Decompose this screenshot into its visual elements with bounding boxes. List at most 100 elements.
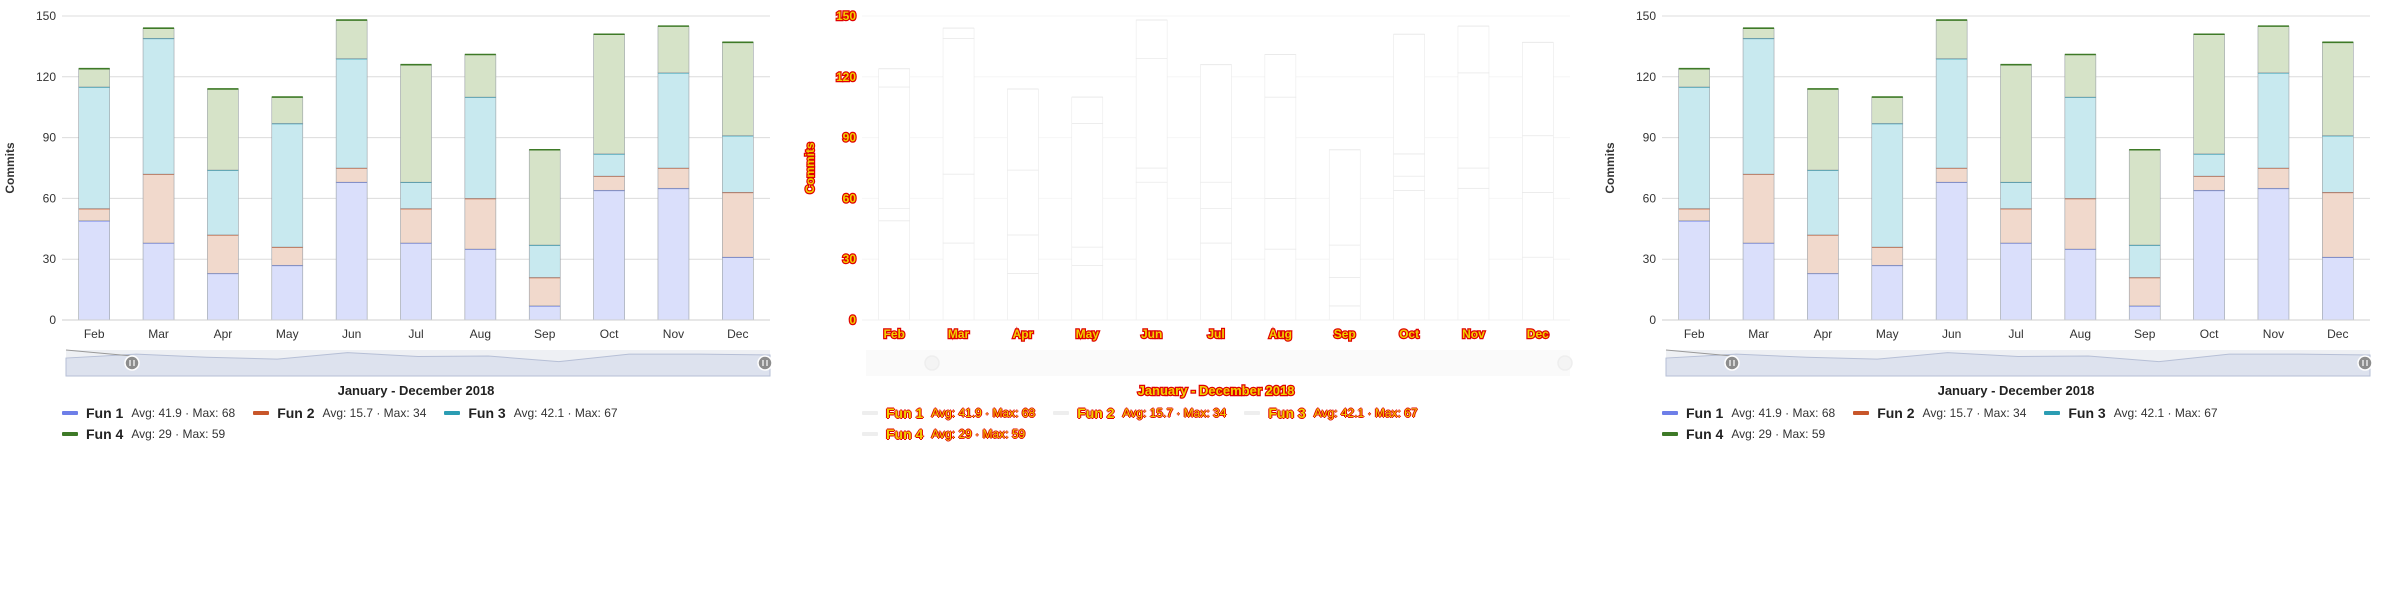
bar-segment[interactable] [1264, 96, 1297, 199]
bar-segment[interactable] [593, 33, 625, 155]
bar-segment[interactable] [593, 189, 625, 321]
bar-segment[interactable] [1200, 208, 1232, 244]
bar-segment[interactable] [2257, 25, 2290, 74]
bar-segment[interactable] [142, 37, 175, 175]
bar-segment[interactable] [1678, 220, 1710, 321]
bar-segment[interactable] [78, 220, 110, 321]
bar-segment[interactable] [528, 277, 561, 307]
legend-item[interactable]: Fun 4 Avg: 29 · Max: 59 [862, 426, 1025, 442]
navigator-handle[interactable] [1557, 355, 1573, 371]
bar-segment[interactable] [2257, 72, 2290, 169]
legend-item[interactable]: Fun 1 Avg: 41.9 · Max: 68 [1662, 405, 1835, 421]
bar-segment[interactable] [528, 305, 561, 321]
bar-segment[interactable] [1871, 96, 1904, 124]
navigator-handle[interactable] [2357, 355, 2373, 371]
bar-segment[interactable] [2000, 242, 2032, 321]
bar-segment[interactable] [1742, 27, 1775, 39]
bar-segment[interactable] [142, 27, 175, 39]
bar-segment[interactable] [528, 149, 561, 246]
bar-segment[interactable] [2322, 42, 2354, 136]
bar-segment[interactable] [1328, 244, 1361, 278]
bar-segment[interactable] [722, 256, 754, 321]
bar-segment[interactable] [1678, 208, 1710, 221]
bar-segment[interactable] [1807, 169, 1839, 236]
bar-segment[interactable] [2128, 244, 2161, 278]
bar-segment[interactable] [2193, 189, 2225, 321]
bar-segment[interactable] [271, 123, 304, 248]
bar-segment[interactable] [1742, 37, 1775, 175]
bar-segment[interactable] [2322, 192, 2354, 258]
bar-segment[interactable] [2128, 149, 2161, 246]
bar-segment[interactable] [878, 68, 910, 88]
bar-segment[interactable] [2193, 175, 2225, 191]
bar-segment[interactable] [1135, 181, 1168, 321]
legend-item[interactable]: Fun 2 Avg: 15.7 · Max: 34 [1053, 405, 1226, 421]
bar-segment[interactable] [271, 96, 304, 124]
bar-segment[interactable] [78, 86, 110, 209]
bar-segment[interactable] [1522, 192, 1554, 258]
navigator-handle[interactable] [757, 355, 773, 371]
legend-item[interactable]: Fun 3 Avg: 42.1 · Max: 67 [1244, 405, 1418, 421]
bar-segment[interactable] [335, 181, 368, 321]
bar-segment[interactable] [2000, 208, 2032, 244]
bar-segment[interactable] [657, 72, 690, 169]
legend-item[interactable]: Fun 3 Avg: 42.1 · Max: 67 [2044, 405, 2218, 421]
bar-segment[interactable] [942, 242, 975, 321]
bar-segment[interactable] [722, 192, 754, 258]
bar-segment[interactable] [1328, 149, 1361, 246]
bar-segment[interactable] [2128, 305, 2161, 321]
bar-segment[interactable] [400, 242, 432, 321]
bar-segment[interactable] [1393, 33, 1425, 155]
bar-segment[interactable] [1071, 123, 1104, 248]
bar-segment[interactable] [942, 27, 975, 39]
bar-segment[interactable] [722, 135, 754, 193]
bar-segment[interactable] [1328, 305, 1361, 321]
bar-segment[interactable] [1200, 181, 1232, 209]
legend-item[interactable]: Fun 4 Avg: 29 · Max: 59 [1662, 426, 1825, 442]
bar-segment[interactable] [1807, 88, 1839, 171]
bar-segment[interactable] [1135, 167, 1168, 183]
bar-segment[interactable] [2128, 277, 2161, 307]
bar-segment[interactable] [878, 86, 910, 209]
bar-segment[interactable] [142, 242, 175, 321]
bar-segment[interactable] [1200, 64, 1232, 183]
legend-item[interactable]: Fun 2 Avg: 15.7 · Max: 34 [253, 405, 426, 421]
bar-segment[interactable] [1264, 248, 1297, 321]
bar-segment[interactable] [78, 68, 110, 88]
bar-segment[interactable] [1742, 173, 1775, 244]
bar-segment[interactable] [142, 173, 175, 244]
bar-segment[interactable] [878, 220, 910, 321]
bar-segment[interactable] [1264, 54, 1297, 98]
legend-item[interactable]: Fun 1 Avg: 41.9 · Max: 68 [862, 405, 1035, 421]
bar-segment[interactable] [2322, 256, 2354, 321]
bar-segment[interactable] [1807, 234, 1839, 274]
bar-segment[interactable] [593, 153, 625, 177]
bar-segment[interactable] [2322, 135, 2354, 193]
bar-segment[interactable] [400, 208, 432, 244]
bar-segment[interactable] [1522, 135, 1554, 193]
bar-segment[interactable] [2000, 181, 2032, 209]
navigator-handle[interactable] [924, 355, 940, 371]
bar-segment[interactable] [528, 244, 561, 278]
bar-segment[interactable] [335, 19, 368, 59]
bar-segment[interactable] [1200, 242, 1232, 321]
navigator-handle[interactable] [1724, 355, 1740, 371]
bar-segment[interactable] [593, 175, 625, 191]
bar-segment[interactable] [1935, 181, 1968, 321]
bar-segment[interactable] [207, 273, 239, 321]
bar-segment[interactable] [1457, 187, 1490, 321]
bar-segment[interactable] [464, 248, 497, 321]
bar-segment[interactable] [1871, 123, 1904, 248]
legend-item[interactable]: Fun 2 Avg: 15.7 · Max: 34 [1853, 405, 2026, 421]
bar-segment[interactable] [1393, 189, 1425, 321]
bar-segment[interactable] [1935, 167, 1968, 183]
bar-segment[interactable] [1135, 58, 1168, 169]
bar-segment[interactable] [271, 264, 304, 321]
bar-segment[interactable] [1935, 58, 1968, 169]
bar-segment[interactable] [1007, 234, 1039, 274]
bar-segment[interactable] [400, 64, 432, 183]
bar-segment[interactable] [207, 88, 239, 171]
bar-segment[interactable] [657, 187, 690, 321]
bar-segment[interactable] [464, 54, 497, 98]
bar-segment[interactable] [1264, 198, 1297, 250]
